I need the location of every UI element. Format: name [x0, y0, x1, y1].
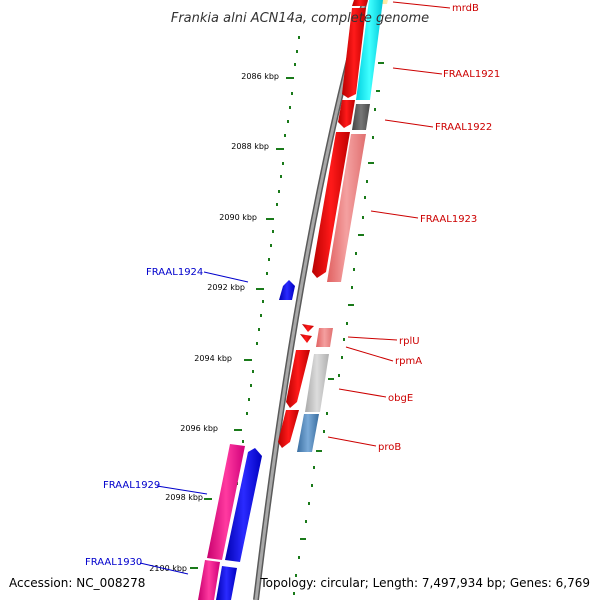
gene-arrow-FRAAL1923[interactable]: [312, 132, 350, 278]
gene-label-mrdB[interactable]: mrdB: [452, 3, 479, 14]
scale-track-right: [293, 62, 384, 595]
leader-lines: [139, 1, 451, 575]
gene-label-obgE[interactable]: obgE: [388, 393, 413, 404]
gene-arrow-FRAAL1921[interactable]: [342, 8, 366, 98]
tick-label: 2096 kbp: [180, 424, 218, 433]
tick-label: 2098 kbp: [165, 493, 203, 502]
tick-label: 2100 kbp: [149, 564, 187, 573]
gene-label-FRAAL1929[interactable]: FRAAL1929: [103, 480, 160, 491]
gene-block-proB[interactable]: [297, 414, 319, 452]
gene-arrow-FRAAL1930[interactable]: [216, 566, 237, 600]
gene-block-obgE[interactable]: [305, 354, 329, 412]
gene-arrow-FRAAL1924[interactable]: [279, 280, 295, 300]
tick-label: 2088 kbp: [231, 142, 269, 151]
gene-block-FRAAL1929[interactable]: [207, 444, 245, 560]
gene-arrow-mrdB[interactable]: [352, 0, 368, 6]
tick-label: 2086 kbp: [241, 72, 279, 81]
gene-label-rplU[interactable]: rplU: [399, 336, 420, 347]
tick-label: 2092 kbp: [207, 283, 245, 292]
gene-arrow-FRAAL1922[interactable]: [338, 100, 355, 128]
gene-arrow-rpmA[interactable]: [300, 334, 312, 343]
gene-label-FRAAL1924[interactable]: FRAAL1924: [146, 267, 203, 278]
gene-arrow-obgE[interactable]: [286, 350, 310, 408]
gene-label-FRAAL1922[interactable]: FRAAL1922: [435, 122, 492, 133]
gene-block-FRAAL1930[interactable]: [198, 560, 220, 600]
gene-label-FRAAL1921[interactable]: FRAAL1921: [443, 69, 500, 80]
tick-label: 2090 kbp: [219, 213, 257, 222]
gene-label-FRAAL1923[interactable]: FRAAL1923: [420, 214, 477, 225]
gene-arrow-rplU[interactable]: [302, 324, 314, 332]
gene-block-FRAAL1923[interactable]: [327, 134, 366, 282]
tick-label: 2094 kbp: [194, 354, 232, 363]
accession-text: Accession: NC_008278: [9, 576, 145, 590]
gene-arrow-FRAAL1929[interactable]: [225, 448, 262, 562]
major-ticks: [190, 77, 294, 569]
gene-label-rpmA[interactable]: rpmA: [395, 356, 422, 367]
map-title: Frankia alni ACN14a, complete genome: [171, 11, 429, 26]
gene-block-rplU[interactable]: [316, 328, 333, 347]
gene-label-FRAAL1930[interactable]: FRAAL1930: [85, 557, 142, 568]
gene-block-FRAAL1921[interactable]: [356, 0, 383, 100]
gene-label-proB[interactable]: proB: [378, 442, 401, 453]
gene-block-FRAAL1922[interactable]: [352, 104, 370, 130]
topology-text: Topology: circular; Length: 7,497,934 bp…: [259, 576, 590, 590]
gene-arrow-proB[interactable]: [278, 410, 299, 448]
